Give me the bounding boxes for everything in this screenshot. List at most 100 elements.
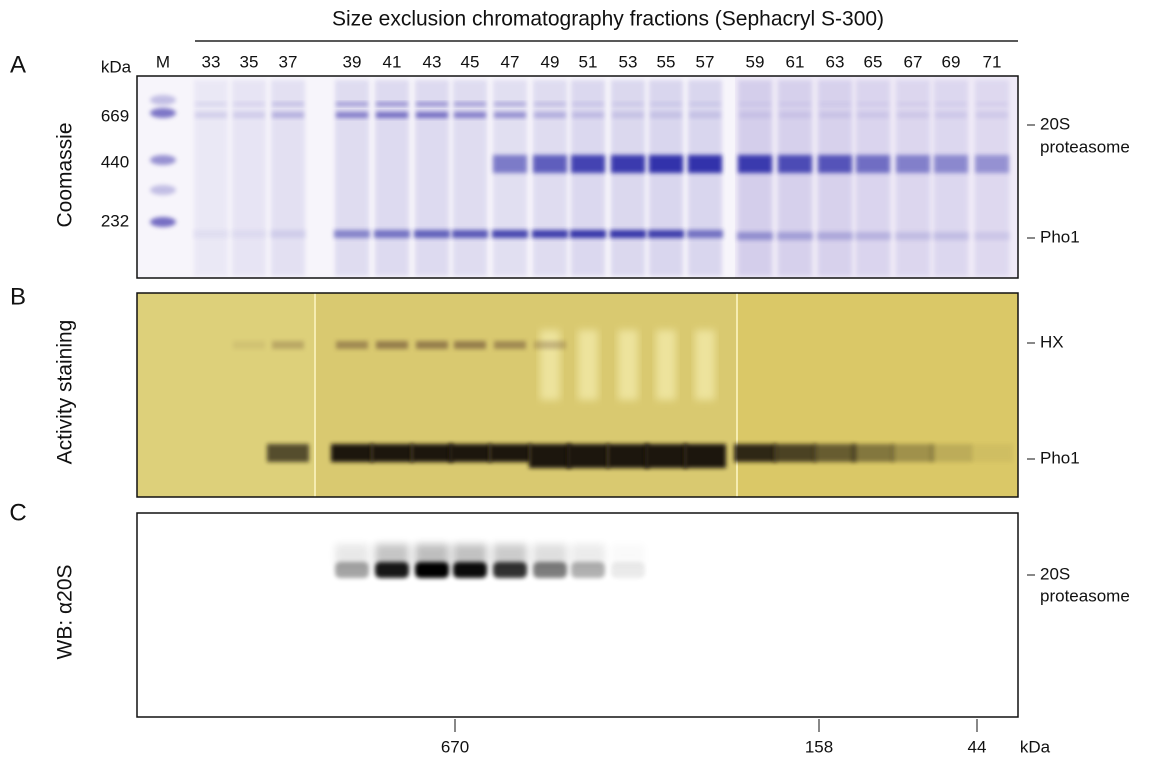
band-440: [738, 155, 772, 173]
band-smear: [493, 544, 527, 566]
band-pho1: [817, 232, 853, 240]
band-pho1: [371, 444, 413, 462]
band-20s-upper: [376, 102, 408, 106]
band-pho1: [971, 444, 1013, 462]
unit-label: kDa: [101, 57, 132, 76]
panel-label: Activity staining: [54, 320, 77, 465]
band-pho1: [737, 232, 773, 240]
blot-background: [137, 513, 1018, 717]
lane-smear: [896, 80, 930, 276]
fraction-label: 49: [541, 52, 560, 71]
band-440: [533, 155, 567, 173]
band-20s-upper: [336, 102, 368, 106]
band-pho1: [532, 230, 568, 238]
panel-letter: C: [9, 499, 26, 526]
panel-letter: A: [10, 51, 26, 78]
band-label: Pho1: [1040, 448, 1080, 467]
band-smear: [611, 544, 645, 566]
band-hx: [454, 341, 486, 349]
band-20s: [819, 112, 851, 118]
band-pho1: [570, 230, 606, 238]
lane-smear: [415, 80, 449, 276]
panel-frame: [136, 512, 1019, 718]
marker-band: [150, 185, 176, 195]
band-20s-upper: [779, 102, 811, 106]
band-pho1: [529, 444, 571, 468]
band-pho1: [648, 230, 684, 238]
band-pho1: [930, 444, 972, 462]
band-20s: [650, 112, 682, 118]
lane-smear: [232, 80, 266, 276]
band-pho1: [374, 230, 410, 238]
band-440: [934, 155, 968, 173]
calibration-label: 44: [968, 737, 987, 756]
band-440: [856, 155, 890, 173]
band-pho1: [489, 444, 531, 462]
band-20s-upper: [612, 102, 644, 106]
band-20s-upper: [195, 102, 227, 106]
band-20s: [233, 112, 265, 118]
band-hx: [494, 341, 526, 349]
band-pho1: [449, 444, 491, 462]
band-pho1: [852, 444, 894, 462]
band-20s: [689, 112, 721, 118]
marker-size: 232: [101, 211, 129, 230]
band-20s: [857, 112, 889, 118]
pale-streak: [695, 330, 715, 400]
band-pho1: [270, 230, 306, 238]
lane-smear: [375, 80, 409, 276]
pale-streak: [578, 330, 598, 400]
band-440: [571, 155, 605, 173]
band-pho1: [814, 444, 856, 462]
band-hx: [376, 341, 408, 349]
lane-smear: [335, 80, 369, 276]
band-label: proteasome: [1040, 137, 1130, 156]
band-pho1: [734, 444, 776, 462]
band-smear: [335, 544, 369, 566]
band-smear: [571, 544, 605, 566]
band-20s: [454, 112, 486, 118]
fraction-label: 69: [942, 52, 961, 71]
band-20s: [897, 112, 929, 118]
lane-smear: [533, 80, 567, 276]
fraction-label: 47: [501, 52, 520, 71]
band-pho1: [933, 232, 969, 240]
fraction-label: 57: [696, 52, 715, 71]
band-pho1: [684, 444, 726, 468]
band-440: [493, 155, 527, 173]
lane-smear: [818, 80, 852, 276]
lane-smear: [453, 80, 487, 276]
band-20s: [612, 112, 644, 118]
lane-smear: [571, 80, 605, 276]
band-pho1: [492, 230, 528, 238]
fraction-label: 55: [657, 52, 676, 71]
band-20s: [611, 562, 645, 578]
band-pho1: [774, 444, 816, 462]
lane-smear: [738, 80, 772, 276]
fraction-label: 39: [343, 52, 362, 71]
band-440: [778, 155, 812, 173]
fraction-label: 63: [826, 52, 845, 71]
band-20s: [572, 112, 604, 118]
band-pho1: [855, 232, 891, 240]
band-hx: [233, 341, 265, 349]
band-pho1: [974, 232, 1010, 240]
band-pho1: [411, 444, 453, 462]
band-20s: [376, 112, 408, 118]
band-label: HX: [1040, 332, 1064, 351]
band-pho1: [267, 444, 309, 462]
lane-smear: [493, 80, 527, 276]
marker-band: [150, 108, 176, 118]
panel-frame: [136, 292, 1019, 498]
fraction-label: 45: [461, 52, 480, 71]
band-pho1: [777, 232, 813, 240]
band-20s-upper: [739, 102, 771, 106]
band-440: [649, 155, 683, 173]
band-pho1: [687, 230, 723, 238]
band-pho1: [567, 444, 609, 468]
band-20s: [935, 112, 967, 118]
band-label: 20S: [1040, 564, 1070, 583]
band-hx: [272, 341, 304, 349]
band-pho1: [895, 232, 931, 240]
panel-frame: [136, 75, 1019, 279]
